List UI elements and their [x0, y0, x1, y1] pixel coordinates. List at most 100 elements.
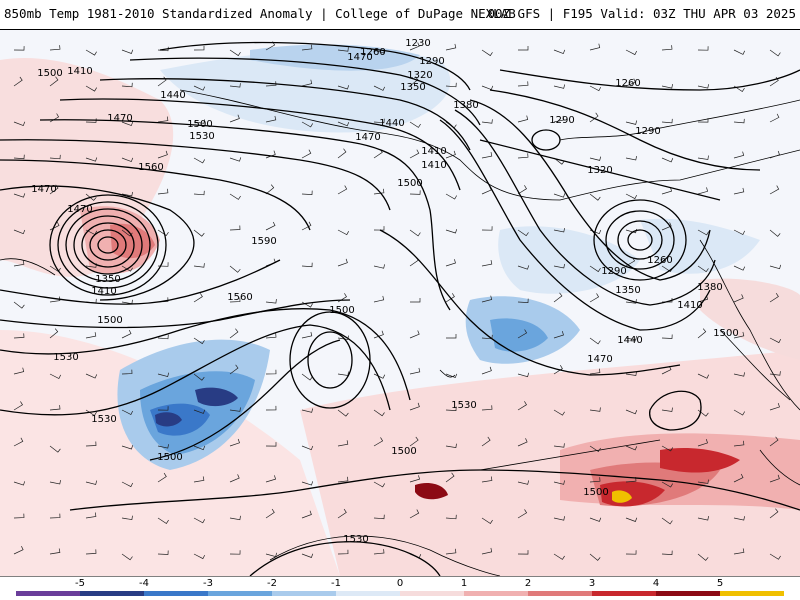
wind-barb [373, 373, 386, 379]
colorbar-swatches [16, 591, 784, 596]
wind-barb [337, 258, 348, 267]
wind-barb [625, 550, 637, 555]
wind-barb [553, 553, 565, 560]
wind-barb [589, 293, 600, 303]
wind-barb [229, 297, 241, 303]
label-h1500h: 1500 [713, 328, 738, 339]
wind-barb [589, 156, 602, 161]
wind-barb [553, 263, 565, 269]
wind-barb [733, 187, 745, 195]
wind-barb [229, 265, 241, 273]
wind-barb [265, 299, 277, 304]
wind-barb [661, 187, 673, 195]
wind-barb [625, 299, 637, 304]
wind-barb [193, 553, 206, 560]
wind-barb [193, 373, 205, 381]
wind-barb [769, 185, 780, 195]
wind-barb [121, 515, 133, 521]
wind-barb [518, 46, 529, 51]
wind-barb [193, 157, 206, 164]
wind-barb [769, 293, 779, 303]
wind-barb [157, 372, 170, 378]
wind-barb [661, 45, 673, 51]
wind-barb [85, 549, 97, 555]
wind-barb [517, 372, 530, 378]
wind-barbs [13, 41, 782, 561]
wind-barb [301, 44, 313, 51]
wind-barb [697, 265, 709, 273]
label-h1230: 1230 [405, 38, 430, 49]
wind-barb [337, 476, 349, 483]
colorbar-swatch [16, 591, 80, 596]
wind-barb [625, 120, 638, 125]
wind-barb [193, 85, 206, 91]
height-contours [0, 41, 800, 576]
wind-barb [49, 373, 62, 379]
wind-barb [301, 331, 313, 339]
wind-barb [337, 335, 349, 340]
wind-barb [553, 115, 565, 123]
wind-barb [265, 369, 277, 375]
wind-barb [769, 49, 781, 57]
wind-barb [265, 442, 277, 447]
wind-barb [157, 517, 169, 524]
wind-barb [373, 188, 385, 195]
wind-barb [13, 367, 25, 375]
wind-barb [49, 480, 61, 485]
wind-barb [481, 260, 493, 267]
wind-barb [553, 49, 566, 55]
wind-barb [733, 265, 746, 271]
wind-barb [301, 79, 313, 87]
wind-barb [265, 115, 277, 123]
colorbar-swatch [592, 591, 656, 596]
wind-barb [337, 409, 349, 417]
wind-barb [229, 83, 241, 88]
label-h1470c: 1470 [31, 184, 56, 195]
wind-barb [265, 508, 275, 519]
wind-barb [265, 405, 277, 411]
colorbar-tick-label: -1 [331, 578, 341, 589]
wind-barb [733, 409, 746, 416]
weather-map[interactable]: 1230 1260 1290 1320 1350 1380 1410 1440 … [0, 30, 800, 576]
wind-barb [697, 84, 709, 89]
wind-barb [49, 445, 61, 453]
wind-barb [301, 408, 314, 413]
wind-barb [301, 262, 313, 268]
wind-barb [193, 445, 206, 451]
wind-barb [265, 333, 277, 339]
wind-barb [337, 440, 349, 447]
label-h1500a: 1500 [187, 119, 212, 130]
wind-barb [265, 150, 276, 159]
wind-barb [733, 548, 745, 555]
wind-barb [157, 188, 169, 195]
label-h1500i: 1500 [37, 68, 62, 79]
wind-barb [13, 46, 25, 51]
colorbar-swatch [720, 591, 784, 596]
wind-barb [229, 49, 241, 57]
wind-barb [733, 294, 744, 303]
wind-barb [373, 330, 384, 339]
wind-barb [769, 337, 782, 344]
wind-barb [13, 229, 26, 235]
wind-barb [49, 154, 61, 160]
label-h1320a: 1320 [407, 70, 432, 81]
model-run-info: 00Z GFS | F195 Valid: 03Z THU APR 03 202… [487, 6, 796, 21]
wind-barb [625, 78, 636, 87]
wind-barb [13, 154, 25, 160]
wind-barb [49, 513, 61, 519]
wind-barb [481, 547, 493, 555]
wind-barb [121, 157, 134, 163]
wind-barb [121, 229, 133, 237]
wind-barb [157, 229, 169, 236]
wind-barb [661, 517, 673, 525]
label-h1260b: 1260 [615, 78, 640, 89]
colorbar: -5 -4 -3 -2 -1 0 1 2 3 4 5 [0, 576, 800, 600]
wind-barb [481, 295, 493, 303]
wind-barb [733, 229, 746, 235]
wind-barb [121, 265, 133, 272]
wind-barb [193, 119, 205, 124]
wind-barb [409, 402, 420, 411]
wind-barb [85, 332, 97, 339]
wind-barb [409, 190, 421, 195]
wind-barb [517, 438, 528, 447]
